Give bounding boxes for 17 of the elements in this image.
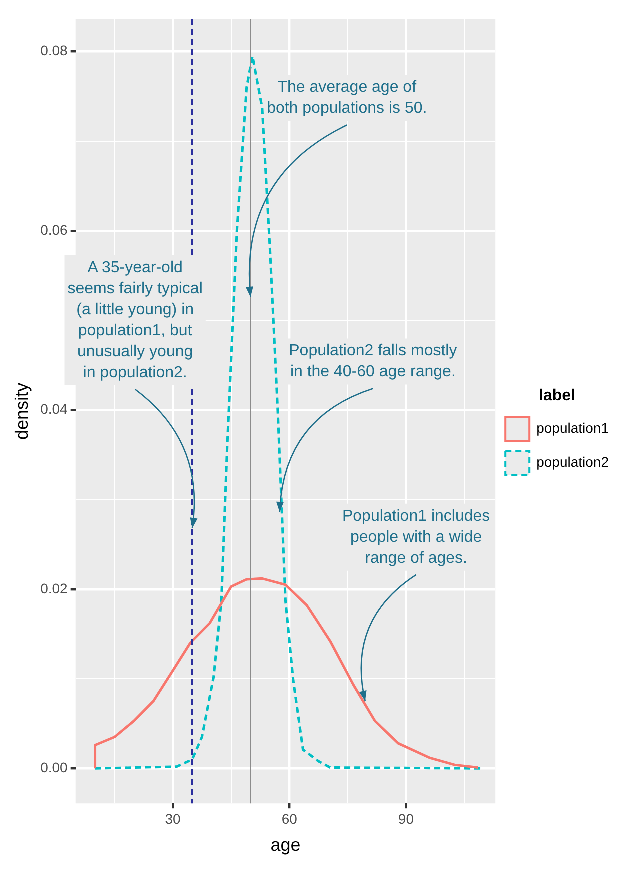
legend-title: label [539,387,576,404]
y-tick-label: 0.04 [40,401,68,418]
y-axis-title: density [12,382,32,440]
x-tick-label: 90 [398,810,414,827]
annotation: The average age of both populations is 50. [267,79,428,118]
x-axis-title: age [270,835,301,856]
x-tick-label: 60 [282,810,298,827]
y-tick-label: 0.00 [40,760,68,776]
y-tick-label: 0.08 [40,42,68,59]
x-tick-label: 30 [165,810,182,827]
annotation: Population2 falls mostly in the 40-60 age range. [289,342,458,381]
annotation: A 35-year-old seems fairly typical (a little young) in population1, but unusually young in population2. [68,259,203,382]
legend-label: population2 [536,454,610,470]
y-tick-label: 0.02 [40,580,68,596]
annotation: Population1 includes people with a wide range of ages. [342,508,490,567]
y-tick-label: 0.06 [40,222,68,238]
legend-label: population1 [536,420,610,436]
